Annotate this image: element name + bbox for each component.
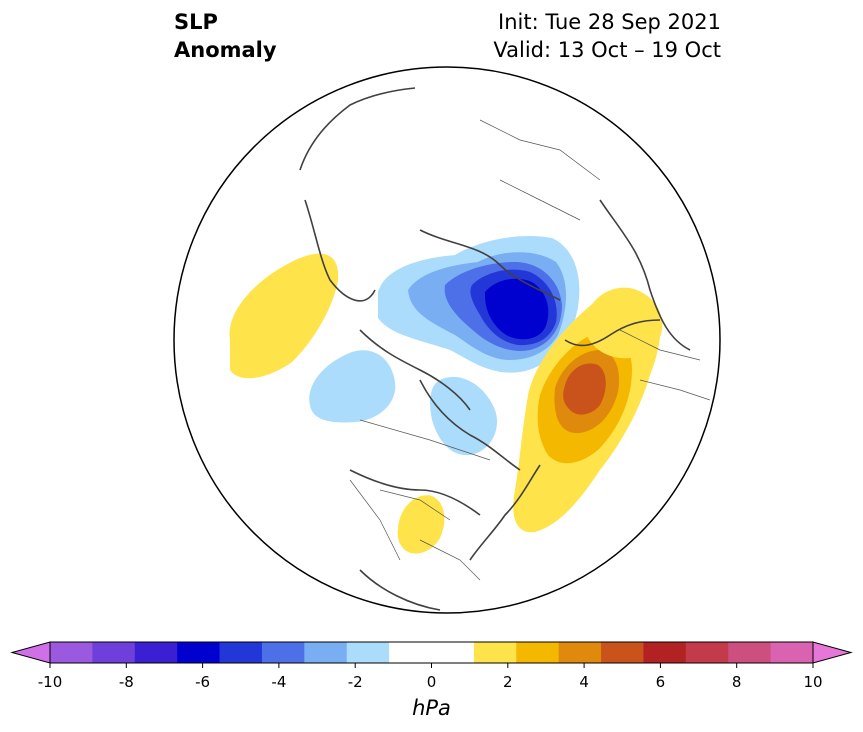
colorbar-segment [643,642,687,663]
colorbar: -10 -8 -6 -4 -2 0 2 4 6 8 10 [10,641,853,691]
colorbar-extend-low [10,641,51,664]
colorbar-unit: hPa [412,696,451,720]
colorbar-segment [177,642,221,663]
colorbar-segment [219,642,263,663]
colorbar-segment [50,642,93,663]
colorbar-segment [261,642,305,663]
hudson-low-anomaly [430,376,498,456]
colorbar-segment [134,642,178,663]
coastlines [299,87,691,611]
colorbar-segment [389,642,432,663]
colorbar-tick-label: -8 [119,673,134,691]
title-variable: SLP [174,10,218,34]
colorbar-segment [431,642,475,663]
colorbar-tick-label: 8 [732,673,742,691]
colorbar-tick-label: 0 [427,673,437,691]
colorbar-segment [601,642,644,663]
colorbar-segment [728,642,772,663]
colorbar-tick-label: -10 [38,673,63,691]
map-border [173,66,721,614]
init-date: Init: Tue 28 Sep 2021 [498,10,721,34]
colorbar-tick-label: 10 [803,673,822,691]
colorbar-tick-label: 4 [579,673,589,691]
colorbar-segment [770,642,814,663]
title-type: Anomaly [174,38,277,62]
atlantic-core [563,363,606,415]
valid-range: Valid: 13 Oct – 19 Oct [493,38,721,62]
colorbar-tick-label: -2 [348,673,363,691]
colorbar-tick-label: -6 [195,673,210,691]
colorbar-segment [92,642,136,663]
low-core [484,278,549,340]
colorbar-segment [516,642,560,663]
colorbar-tick-label: 2 [503,673,513,691]
central-us-high-anomaly [397,495,445,554]
colorbar-segment [473,642,517,663]
colorbar-extend-high [812,641,853,664]
map-dates: Init: Tue 28 Sep 2021 Valid: 13 Oct – 19… [493,8,721,64]
map-title: SLP Anomaly [174,8,277,64]
colorbar-segment [304,642,348,663]
colorbar-tick-label: 6 [656,673,666,691]
scandinavia-high-anomaly [584,287,663,359]
colorbar-segment [346,642,390,663]
pacific-high-anomaly [229,253,339,379]
polar-map [173,66,721,614]
colorbar-segment [685,642,729,663]
colorbar-segment [558,642,602,663]
colorbar-tick-label: -4 [271,673,286,691]
canada-low-anomaly [309,350,396,423]
borders [349,119,711,581]
